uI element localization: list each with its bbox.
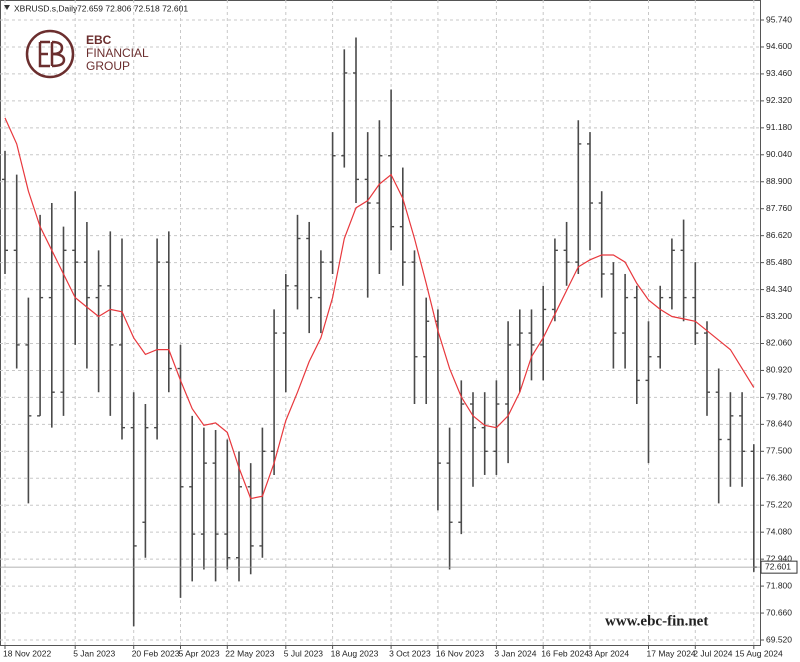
x-tick-label: 3 Oct 2023 bbox=[389, 648, 431, 658]
logo-text: FINANCIAL bbox=[86, 46, 149, 60]
last-price-box bbox=[760, 560, 798, 574]
last-price-label: 72.601 bbox=[765, 561, 791, 571]
y-tick-label: 86.620 bbox=[766, 230, 792, 240]
x-tick-label: 22 May 2023 bbox=[225, 648, 274, 658]
y-tick-label: 88.900 bbox=[766, 176, 792, 186]
x-tick-label: 5 Apr 2023 bbox=[179, 648, 220, 658]
ohlc-readout: 72.659 72.806 72.518 72.601 bbox=[77, 3, 188, 13]
logo-mark bbox=[38, 40, 66, 68]
x-tick-label: 3 Apr 2024 bbox=[588, 648, 629, 658]
watermark: www.ebc-fin.net bbox=[605, 613, 708, 629]
x-tick-label: 18 Aug 2023 bbox=[331, 648, 379, 658]
x-tick-label: 20 Feb 2023 bbox=[132, 648, 180, 658]
x-tick-label: 15 Aug 2024 bbox=[735, 648, 783, 658]
y-tick-label: 71.800 bbox=[766, 580, 792, 590]
x-tick-label: 18 Nov 2022 bbox=[3, 648, 51, 658]
y-tick-label: 87.760 bbox=[766, 203, 792, 213]
y-tick-label: 92.320 bbox=[766, 95, 792, 105]
x-tick-label: 5 Jan 2023 bbox=[73, 648, 115, 658]
plot-frame bbox=[0, 0, 761, 646]
y-tick-label: 91.180 bbox=[766, 122, 792, 132]
y-tick-label: 79.780 bbox=[766, 392, 792, 402]
y-tick-label: 77.500 bbox=[766, 446, 792, 456]
y-tick-label: 75.220 bbox=[766, 499, 792, 509]
logo: EBC FINANCIAL GROUP bbox=[25, 29, 149, 79]
y-tick-label: 72.940 bbox=[766, 553, 792, 563]
y-tick-label: 70.660 bbox=[766, 607, 792, 617]
x-tick-label: 2 Jul 2024 bbox=[693, 648, 732, 658]
x-tick-label: 17 May 2024 bbox=[647, 648, 696, 658]
x-tick-label: 3 Jan 2024 bbox=[494, 648, 536, 658]
x-tick-label: 16 Nov 2023 bbox=[436, 648, 484, 658]
logo-text: EBC bbox=[86, 33, 112, 47]
y-tick-label: 82.060 bbox=[766, 338, 792, 348]
moving-average bbox=[4, 117, 755, 500]
chart-title: XBRUSD.s,Daily bbox=[14, 3, 78, 13]
bars bbox=[2, 37, 757, 627]
y-tick-label: 83.200 bbox=[766, 311, 792, 321]
x-tick-label: 16 Feb 2024 bbox=[541, 648, 589, 658]
y-tick-label: 78.640 bbox=[766, 419, 792, 429]
logo-ring bbox=[25, 29, 75, 79]
logo-text: GROUP bbox=[86, 59, 130, 73]
y-tick-label: 95.740 bbox=[766, 14, 792, 24]
y-tick-label: 84.340 bbox=[766, 284, 792, 294]
y-tick-label: 69.520 bbox=[766, 634, 792, 644]
y-tick-label: 94.600 bbox=[766, 41, 792, 51]
title-arrow bbox=[4, 5, 10, 10]
x-tick-label: 5 Jul 2023 bbox=[284, 648, 323, 658]
y-tick-label: 80.920 bbox=[766, 365, 792, 375]
y-tick-label: 85.480 bbox=[766, 257, 792, 267]
y-tick-label: 93.460 bbox=[766, 68, 792, 78]
y-tick-label: 74.080 bbox=[766, 526, 792, 536]
y-tick-label: 90.040 bbox=[766, 149, 792, 159]
y-tick-label: 76.360 bbox=[766, 473, 792, 483]
